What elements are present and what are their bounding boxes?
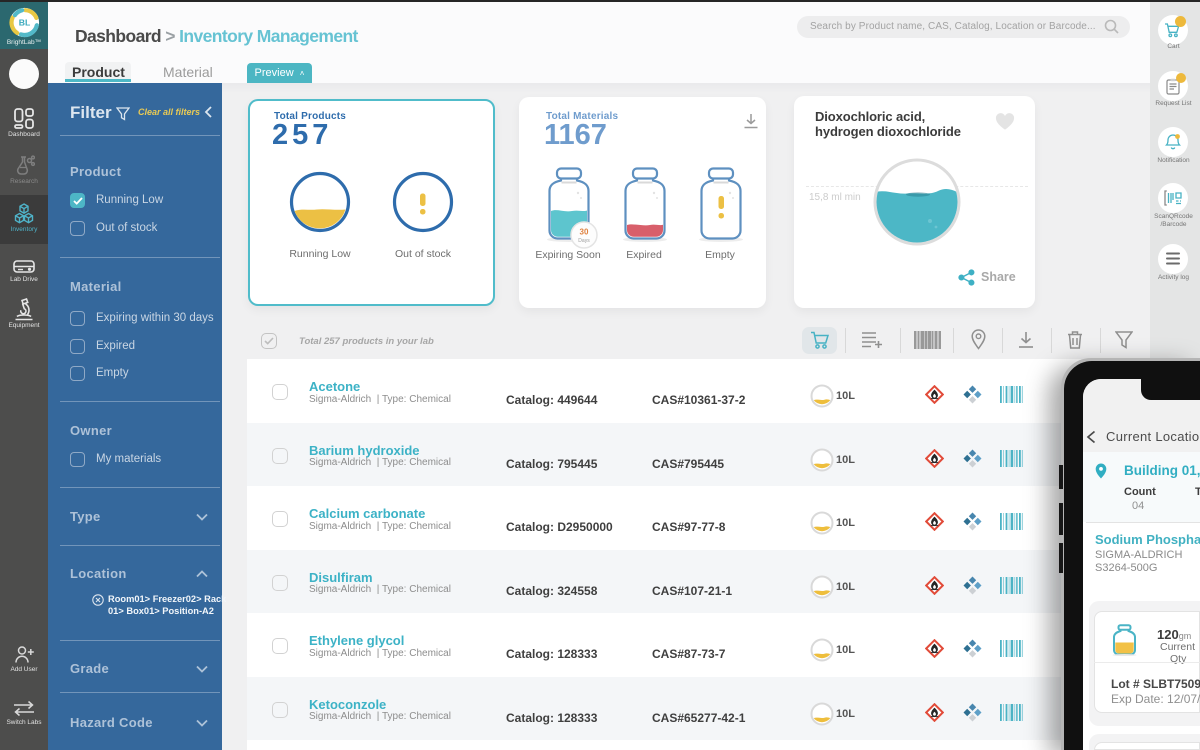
svg-text:BL: BL	[19, 18, 31, 28]
svg-text:Days: Days	[578, 238, 590, 244]
svg-text:30: 30	[580, 228, 589, 237]
